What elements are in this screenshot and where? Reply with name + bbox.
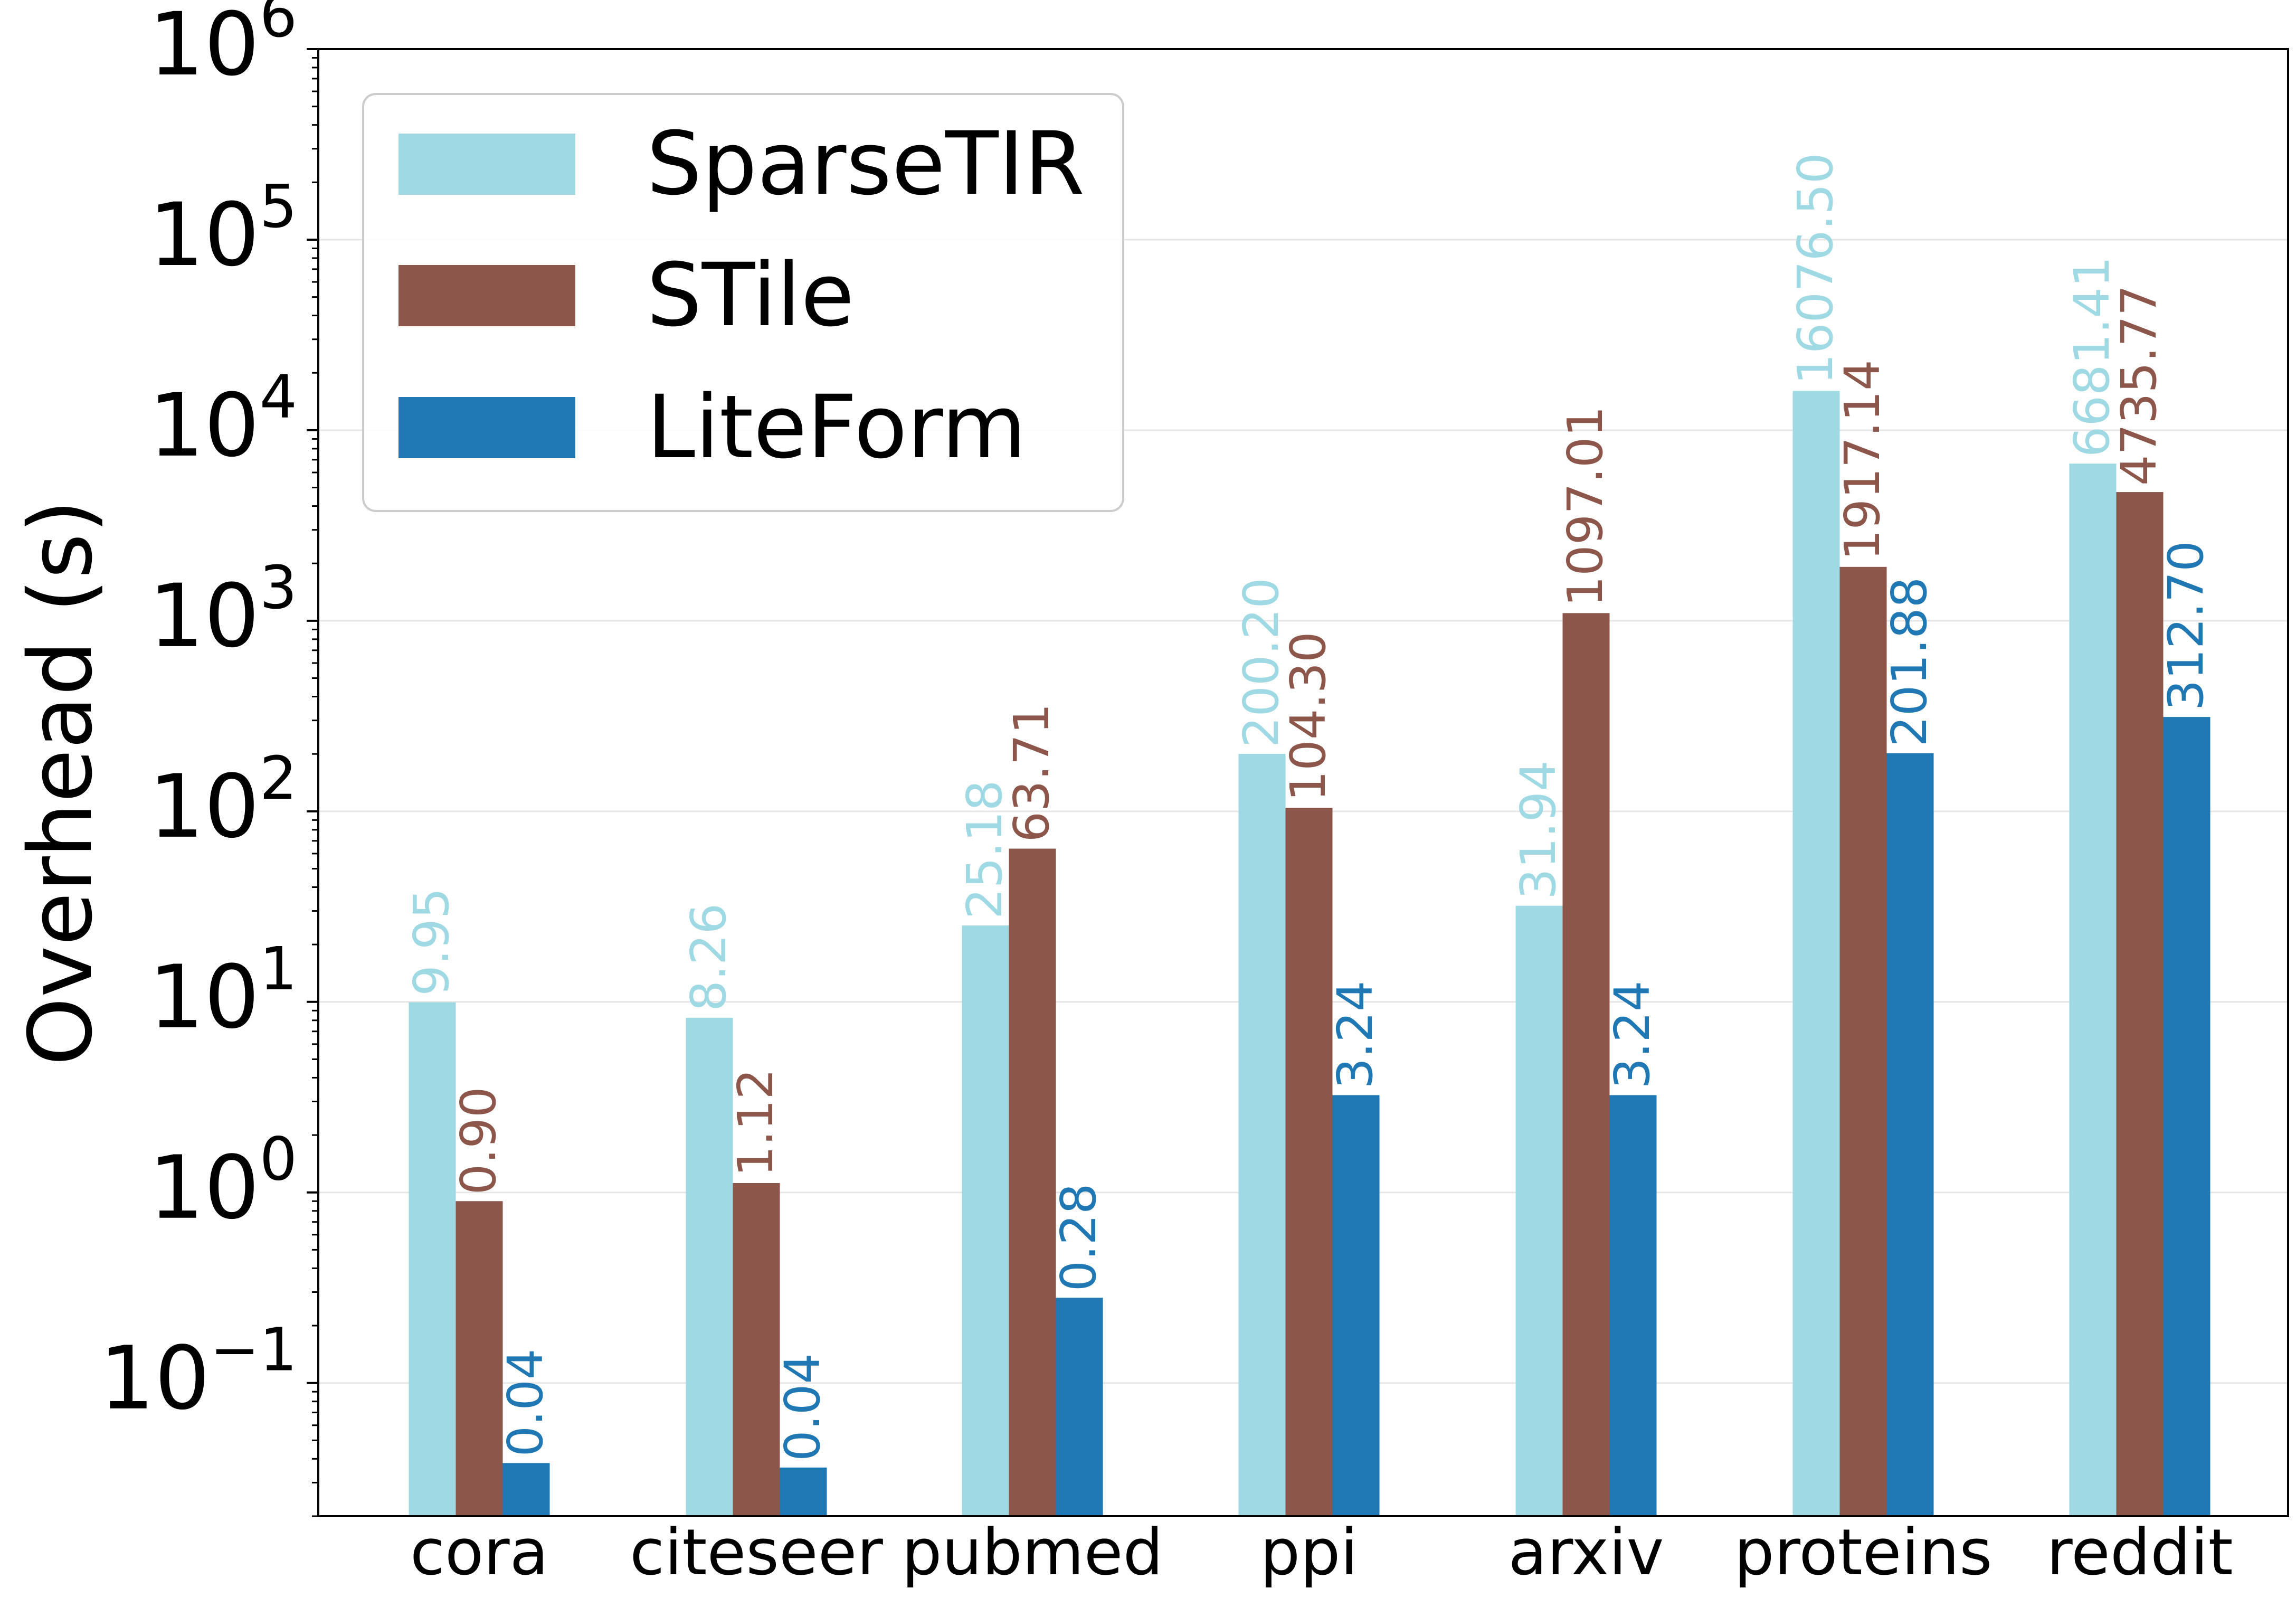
legend: SparseTIR STile LiteForm [362,93,1124,512]
data-label-liteform-reddit: 312.70 [2158,541,2214,711]
y-tick-label: 10−1 [99,1316,297,1429]
x-tick-label-citeseer: citeseer [630,1516,883,1590]
legend-label-stile: STile [647,244,855,346]
data-label-stile-proteins: 1917.14 [1834,360,1891,560]
legend-label-sparsetir: SparseTIR [647,113,1085,214]
y-tick-label: 105 [149,173,297,286]
legend-swatch-stile [399,265,575,326]
legend-label-liteform: LiteForm [647,376,1027,478]
plot-frame [317,48,2289,1517]
bar-stile-cora [456,1201,503,1516]
y-tick-label: 100 [149,1126,297,1238]
bar-stile-reddit [2116,492,2164,1516]
bars [409,391,2210,1517]
data-label-sparsetir-arxiv: 31.94 [1510,760,1567,899]
x-tick-label-ppi: ppi [1260,1516,1358,1590]
data-labels: 9.95 8.26 25.18 200.20 31.94 16076.50 6681.41 0… [403,153,2214,1461]
bar-stile-pubmed [1009,848,1056,1516]
x-tick-label-pubmed: pubmed [902,1516,1163,1590]
data-label-liteform-proteins: 201.88 [1881,577,1938,747]
bar-stile-arxiv [1562,613,1610,1516]
bar-sparsetir-proteins [1792,391,1840,1517]
bar-sparsetir-arxiv [1515,905,1563,1516]
bar-stile-citeseer [733,1183,780,1516]
data-label-stile-arxiv: 1097.01 [1557,406,1614,607]
y-tick-label: 102 [149,744,297,857]
bar-liteform-reddit [2163,717,2210,1516]
data-label-sparsetir-reddit: 6681.41 [2064,257,2120,457]
data-label-stile-cora: 0.90 [450,1086,507,1195]
data-label-stile-ppi: 104.30 [1280,631,1336,801]
bar-sparsetir-citeseer [686,1017,733,1516]
data-label-sparsetir-proteins: 16076.50 [1787,153,1844,385]
data-label-liteform-arxiv: 3.24 [1604,981,1661,1089]
data-label-sparsetir-cora: 9.95 [403,888,460,996]
y-tick-label: 106 [149,0,297,95]
y-tick-label: 104 [149,363,297,476]
axes: 10−1 100 101 102 103 104 105 106 cora citeseer pub… [10,0,2289,1590]
bar-liteform-citeseer [780,1467,827,1516]
x-tick-label-cora: cora [410,1516,548,1590]
data-label-sparsetir-citeseer: 8.26 [680,903,737,1011]
data-label-stile-reddit: 4735.77 [2111,285,2167,486]
data-label-liteform-cora: 0.04 [497,1349,554,1457]
bar-stile-proteins [1839,566,1887,1516]
data-label-sparsetir-ppi: 200.20 [1233,578,1289,748]
data-label-liteform-pubmed: 0.28 [1050,1183,1107,1291]
bar-sparsetir-ppi [1238,754,1286,1516]
x-tick-label-arxiv: arxiv [1508,1516,1664,1590]
bar-liteform-pubmed [1056,1298,1103,1516]
y-tick-label: 103 [149,554,297,667]
y-axis-title: Overhead (s) [10,499,111,1066]
bar-sparsetir-cora [409,1002,456,1516]
x-tick-label-reddit: reddit [2046,1516,2233,1590]
legend-swatch-sparsetir [399,134,575,195]
bar-sparsetir-reddit [2069,464,2117,1516]
data-label-stile-pubmed: 63.71 [1003,703,1060,842]
bar-liteform-proteins [1886,753,1934,1516]
data-label-liteform-citeseer: 0.04 [774,1353,831,1461]
bar-liteform-ppi [1332,1095,1380,1516]
bar-stile-ppi [1285,808,1333,1516]
bar-liteform-cora [502,1463,550,1516]
data-label-sparsetir-pubmed: 25.18 [956,780,1013,919]
legend-swatch-liteform [399,397,575,458]
data-label-liteform-ppi: 3.24 [1327,981,1383,1089]
x-tick-label-proteins: proteins [1734,1516,1992,1590]
y-tick-label: 101 [149,935,297,1048]
bar-sparsetir-pubmed [962,925,1009,1516]
bar-liteform-arxiv [1609,1095,1657,1516]
data-label-stile-citeseer: 1.12 [727,1069,784,1177]
